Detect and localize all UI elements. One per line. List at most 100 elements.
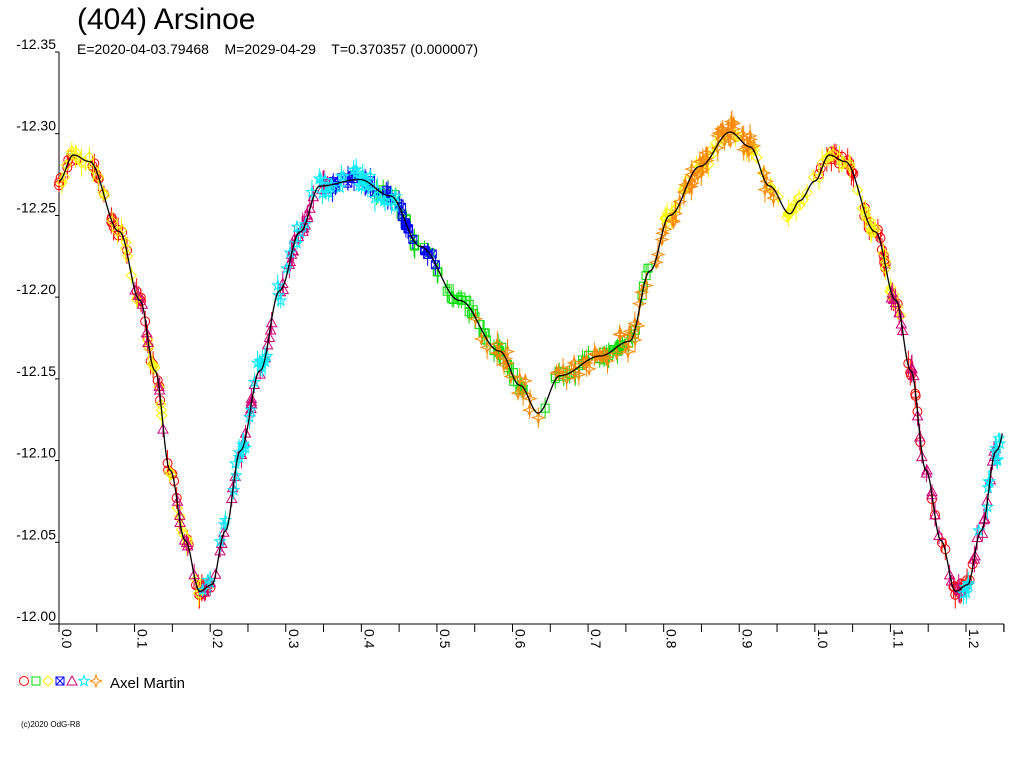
data-point bbox=[945, 574, 958, 586]
model-curve bbox=[58, 131, 1003, 592]
data-point bbox=[218, 526, 230, 537]
data-point bbox=[933, 529, 945, 540]
circle-icon bbox=[19, 676, 29, 686]
data-point bbox=[711, 125, 727, 141]
data-point bbox=[175, 523, 188, 536]
data-point bbox=[195, 583, 210, 596]
data-point bbox=[213, 534, 227, 548]
data-point bbox=[93, 171, 105, 184]
x-tick-label: 0.0 bbox=[59, 629, 75, 649]
y-tick-label: -12.05 bbox=[16, 526, 56, 542]
data-point bbox=[298, 217, 313, 230]
data-point bbox=[261, 338, 274, 350]
data-point bbox=[555, 362, 571, 379]
series-triangle bbox=[129, 169, 1002, 603]
data-point bbox=[936, 537, 947, 548]
model-date-text: M=2029-04-29 bbox=[224, 41, 316, 57]
data-point bbox=[226, 483, 241, 496]
data-point bbox=[154, 398, 167, 410]
data-point bbox=[201, 573, 215, 586]
legend-label: Axel Martin bbox=[110, 674, 186, 692]
data-point bbox=[921, 464, 933, 475]
epoch-text: E=2020-04-03.79468 bbox=[77, 41, 209, 57]
data-point bbox=[683, 167, 699, 183]
data-point bbox=[654, 231, 670, 248]
data-point bbox=[716, 133, 733, 149]
data-point bbox=[666, 214, 682, 230]
series-four-point-star bbox=[467, 110, 782, 428]
data-point bbox=[420, 246, 430, 256]
data-point bbox=[861, 212, 873, 224]
data-point bbox=[188, 568, 200, 580]
legend-symbol-four-point-star bbox=[90, 674, 102, 688]
data-point bbox=[368, 191, 382, 204]
data-point bbox=[698, 150, 714, 166]
legend-symbol-square bbox=[31, 676, 41, 686]
x-tick-label: 0.1 bbox=[135, 629, 151, 649]
data-point bbox=[892, 301, 904, 314]
x-tick-label: 0.4 bbox=[361, 629, 377, 649]
data-point bbox=[157, 423, 169, 434]
data-point bbox=[692, 154, 708, 170]
data-point bbox=[163, 466, 176, 478]
x-tick-label: 0.3 bbox=[286, 629, 302, 649]
data-point bbox=[588, 346, 604, 362]
y-tick-label: -12.20 bbox=[16, 281, 56, 297]
y-tick-label: -12.10 bbox=[16, 445, 56, 461]
x-tick-label: 1.1 bbox=[890, 629, 906, 649]
data-point bbox=[473, 331, 489, 347]
x-tick-label: 0.6 bbox=[513, 629, 529, 649]
data-point bbox=[765, 190, 782, 206]
data-point bbox=[621, 328, 637, 345]
diamond-icon bbox=[42, 675, 54, 687]
four-point-star-icon bbox=[90, 674, 102, 688]
data-point bbox=[911, 409, 924, 421]
y-tick-label: -12.25 bbox=[16, 199, 56, 215]
data-point bbox=[879, 262, 892, 275]
data-point bbox=[612, 326, 629, 342]
data-point bbox=[122, 250, 134, 262]
data-point bbox=[97, 186, 109, 199]
legend-symbol-circle bbox=[19, 676, 29, 686]
data-point bbox=[444, 284, 454, 294]
data-point bbox=[726, 121, 742, 137]
data-point bbox=[748, 144, 760, 156]
data-point bbox=[801, 186, 813, 199]
data-point bbox=[620, 344, 636, 360]
data-point bbox=[129, 283, 141, 295]
data-point bbox=[684, 175, 700, 192]
period-text: T=0.370357 (0.000007) bbox=[331, 41, 479, 57]
data-point bbox=[156, 409, 168, 422]
data-point bbox=[759, 173, 775, 189]
data-point bbox=[790, 202, 802, 214]
data-point bbox=[751, 151, 763, 164]
data-point bbox=[510, 385, 526, 401]
data-point bbox=[964, 575, 975, 586]
data-point bbox=[209, 568, 222, 579]
data-point bbox=[56, 176, 68, 189]
y-tick-label: -12.30 bbox=[16, 118, 56, 134]
legend-symbol-triangle bbox=[66, 674, 78, 686]
data-point bbox=[140, 326, 153, 338]
data-point bbox=[283, 245, 297, 259]
data-point bbox=[377, 193, 391, 207]
data-point bbox=[736, 142, 752, 158]
data-point bbox=[698, 145, 715, 161]
data-point bbox=[87, 163, 99, 175]
data-point bbox=[847, 167, 858, 178]
data-point bbox=[178, 534, 191, 545]
x-tick-label: 0.7 bbox=[588, 629, 604, 649]
data-point bbox=[958, 580, 972, 593]
data-point bbox=[142, 336, 154, 348]
data-point bbox=[913, 430, 926, 442]
legend-symbols bbox=[18, 674, 102, 692]
data-point bbox=[307, 190, 320, 202]
data-point bbox=[969, 549, 981, 561]
data-point bbox=[676, 184, 692, 200]
series-cross-square bbox=[328, 165, 440, 276]
x-tick-label: 0.8 bbox=[664, 629, 680, 649]
data-point bbox=[741, 143, 757, 159]
data-point bbox=[943, 568, 956, 580]
y-tick-label: -12.35 bbox=[16, 36, 56, 52]
